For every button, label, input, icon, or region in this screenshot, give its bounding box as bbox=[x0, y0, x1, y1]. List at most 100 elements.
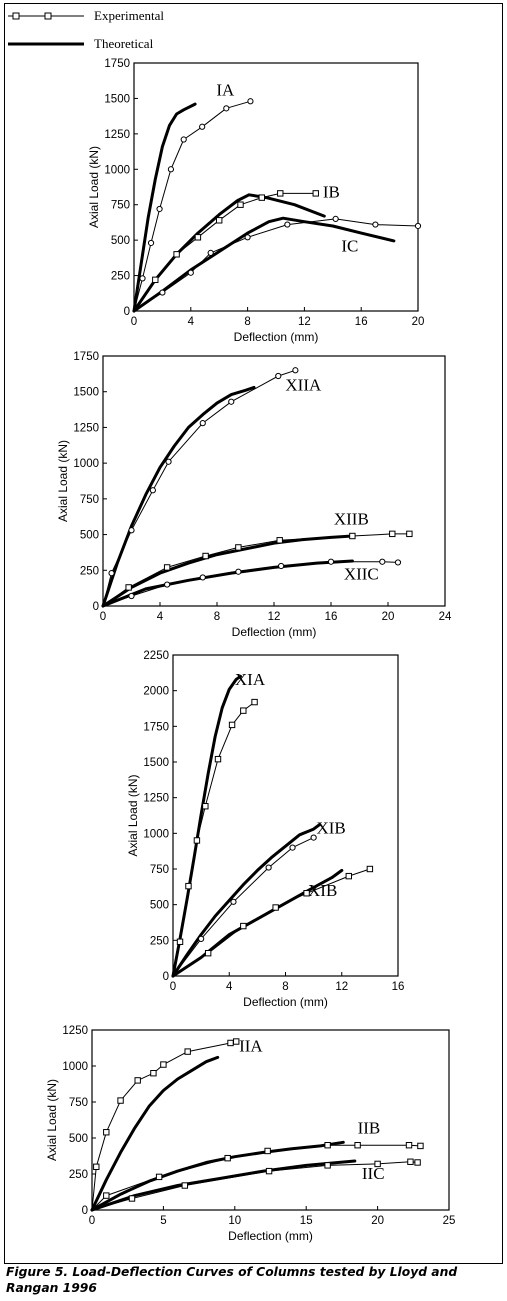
x-tick-label: 4 bbox=[188, 316, 195, 328]
x-tick-label: 16 bbox=[355, 316, 368, 328]
y-tick-label: 1250 bbox=[73, 422, 99, 434]
y-tick-label: 0 bbox=[124, 306, 130, 318]
data-point bbox=[207, 249, 214, 256]
data-point bbox=[181, 1182, 189, 1189]
y-tick-label: 1000 bbox=[62, 1061, 88, 1073]
curve-label-xib: XIB bbox=[316, 818, 345, 837]
charts-canvas: 0 4 8 12 16 2002505007501000125015001750Defle… bbox=[45, 58, 456, 1243]
data-point bbox=[405, 1142, 413, 1149]
data-point bbox=[173, 251, 180, 258]
legend: Experimental Theoretical bbox=[6, 4, 206, 54]
x-tick-label: 15 bbox=[300, 1215, 313, 1227]
y-tick-label: 1000 bbox=[104, 164, 130, 176]
data-point bbox=[278, 562, 285, 570]
data-point bbox=[414, 1159, 421, 1166]
data-point bbox=[198, 935, 205, 943]
data-point bbox=[272, 904, 279, 911]
data-point bbox=[103, 1129, 110, 1136]
data-point bbox=[150, 1070, 157, 1077]
data-point bbox=[240, 922, 247, 930]
curve-label-xiib: XIIB bbox=[334, 510, 369, 529]
x-tick-label: 20 bbox=[412, 316, 425, 328]
data-point bbox=[152, 276, 159, 284]
data-point bbox=[155, 1173, 163, 1181]
data-point bbox=[277, 190, 284, 197]
data-point bbox=[199, 420, 206, 427]
data-point bbox=[265, 864, 272, 871]
x-axis-title: Deflection (mm) bbox=[234, 330, 319, 344]
data-point bbox=[187, 269, 194, 276]
y-axis-title: Axial Load (kN) bbox=[56, 440, 70, 522]
data-point bbox=[184, 1048, 191, 1055]
y-tick-label: 500 bbox=[150, 900, 169, 912]
data-point bbox=[324, 1142, 331, 1149]
series-line-iic-theoretical bbox=[90, 1159, 357, 1212]
data-point bbox=[230, 898, 237, 905]
y-tick-label: 1750 bbox=[73, 351, 99, 363]
x-tick-label: 0 bbox=[131, 316, 137, 328]
y-tick-label: 1000 bbox=[73, 458, 99, 470]
curve-label-xiic: XIIC bbox=[344, 565, 379, 584]
figure-frame bbox=[4, 3, 503, 1264]
plot-area bbox=[91, 1029, 450, 1211]
data-point bbox=[108, 570, 115, 577]
data-point bbox=[164, 581, 171, 588]
data-point bbox=[354, 1142, 361, 1149]
data-point bbox=[160, 1061, 167, 1068]
data-point bbox=[224, 1154, 231, 1162]
data-point bbox=[128, 527, 135, 534]
curve-label-iib: IIB bbox=[358, 1119, 381, 1138]
y-tick-label: 250 bbox=[111, 271, 130, 283]
x-tick-label: 4 bbox=[226, 981, 233, 993]
data-point bbox=[176, 938, 184, 945]
y-tick-label: 750 bbox=[80, 494, 99, 506]
data-point bbox=[324, 1162, 331, 1169]
x-tick-label: 24 bbox=[439, 611, 452, 623]
data-point bbox=[223, 105, 230, 112]
data-point bbox=[199, 574, 206, 581]
x-tick-label: 0 bbox=[170, 981, 176, 993]
data-point bbox=[244, 234, 251, 241]
data-point bbox=[93, 1163, 100, 1170]
series-line-xia-theoretical bbox=[171, 674, 242, 978]
data-point bbox=[233, 1038, 240, 1045]
legend-experimental-marker bbox=[12, 12, 20, 20]
legend-experimental-label: Experimental bbox=[94, 8, 165, 23]
data-point bbox=[194, 234, 202, 241]
y-tick-label: 750 bbox=[150, 864, 169, 876]
x-tick-label: 20 bbox=[382, 611, 395, 623]
data-point bbox=[235, 544, 242, 551]
data-point bbox=[228, 721, 236, 729]
data-point bbox=[167, 166, 175, 173]
x-tick-label: 25 bbox=[443, 1215, 456, 1227]
data-point bbox=[303, 890, 310, 897]
x-axis-title: Deflection (mm) bbox=[232, 625, 317, 639]
data-point bbox=[139, 275, 146, 282]
y-tick-label: 0 bbox=[93, 601, 99, 613]
x-tick-label: 12 bbox=[335, 981, 348, 993]
y-tick-label: 250 bbox=[80, 565, 99, 577]
data-point bbox=[312, 190, 319, 197]
data-point bbox=[240, 707, 247, 714]
x-tick-label: 16 bbox=[392, 981, 405, 993]
curve-label-ia: IA bbox=[216, 81, 235, 100]
data-point bbox=[327, 558, 335, 565]
data-point bbox=[128, 592, 135, 600]
y-tick-label: 500 bbox=[80, 530, 99, 542]
y-axis-title: Axial Load (kN) bbox=[87, 146, 101, 228]
x-tick-label: 8 bbox=[244, 316, 250, 328]
y-tick-label: 750 bbox=[69, 1097, 88, 1109]
data-point bbox=[349, 532, 356, 540]
data-point bbox=[379, 558, 386, 565]
data-point bbox=[204, 949, 212, 957]
data-point bbox=[417, 1142, 424, 1150]
data-point bbox=[406, 530, 413, 538]
y-tick-label: 1750 bbox=[143, 721, 169, 733]
x-tick-label: 10 bbox=[228, 1215, 241, 1227]
curve-label-xia: XIA bbox=[235, 670, 266, 689]
data-point bbox=[237, 201, 244, 208]
y-tick-label: 2250 bbox=[143, 650, 169, 662]
series-line-ic-experimental bbox=[133, 218, 419, 312]
data-point bbox=[216, 217, 223, 224]
data-point bbox=[128, 1195, 136, 1202]
